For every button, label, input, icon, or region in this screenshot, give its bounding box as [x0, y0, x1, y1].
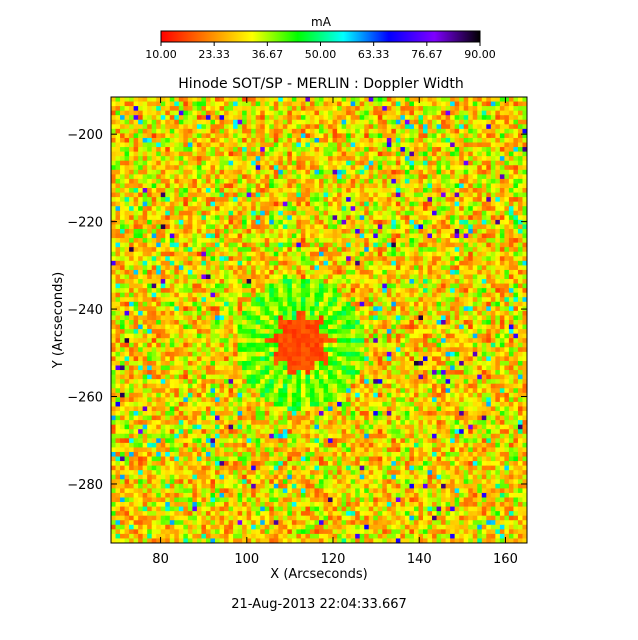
y-tick-label: −220 — [67, 216, 103, 231]
x-tick-label: 120 — [321, 552, 346, 567]
colorbar-unit: mA — [311, 15, 332, 29]
y-axis: −200 −220 −240 −260 −280 — [67, 128, 527, 493]
x-tick-label: 80 — [152, 552, 169, 567]
x-tick-label: 160 — [493, 552, 518, 567]
colorbar-tick-label: 10.00 — [145, 48, 177, 61]
observation-timestamp: 21-Aug-2013 22:04:33.667 — [231, 597, 407, 612]
colorbar-tick-label: 90.00 — [464, 48, 496, 61]
colorbar-tick-label: 36.67 — [252, 48, 284, 61]
plot-frame — [110, 96, 528, 544]
x-axis: 80 100 120 140 160 — [152, 97, 518, 567]
y-axis-label: Y (Arcseconds) — [51, 272, 66, 369]
y-tick-label: −240 — [67, 303, 103, 318]
colorbar-gradient — [160, 30, 481, 43]
colorbar-tick-label: 50.00 — [305, 48, 337, 61]
chart-title: Hinode SOT/SP - MERLIN : Doppler Width — [178, 76, 463, 92]
y-tick-label: −280 — [67, 478, 103, 493]
x-tick-label: 140 — [407, 552, 432, 567]
x-axis-label: X (Arcseconds) — [270, 567, 367, 582]
colorbar-tick-label: 76.67 — [411, 48, 443, 61]
y-tick-label: −200 — [67, 128, 103, 143]
colorbar-tick-label: 63.33 — [358, 48, 390, 61]
y-tick-label: −260 — [67, 391, 103, 406]
x-tick-label: 100 — [234, 552, 259, 567]
doppler-width-heatmap — [111, 97, 527, 543]
colorbar: mA 10.00 23.33 36.67 50.00 63.33 76.67 90.00 — [145, 15, 496, 61]
colorbar-tick-label: 23.33 — [198, 48, 230, 61]
